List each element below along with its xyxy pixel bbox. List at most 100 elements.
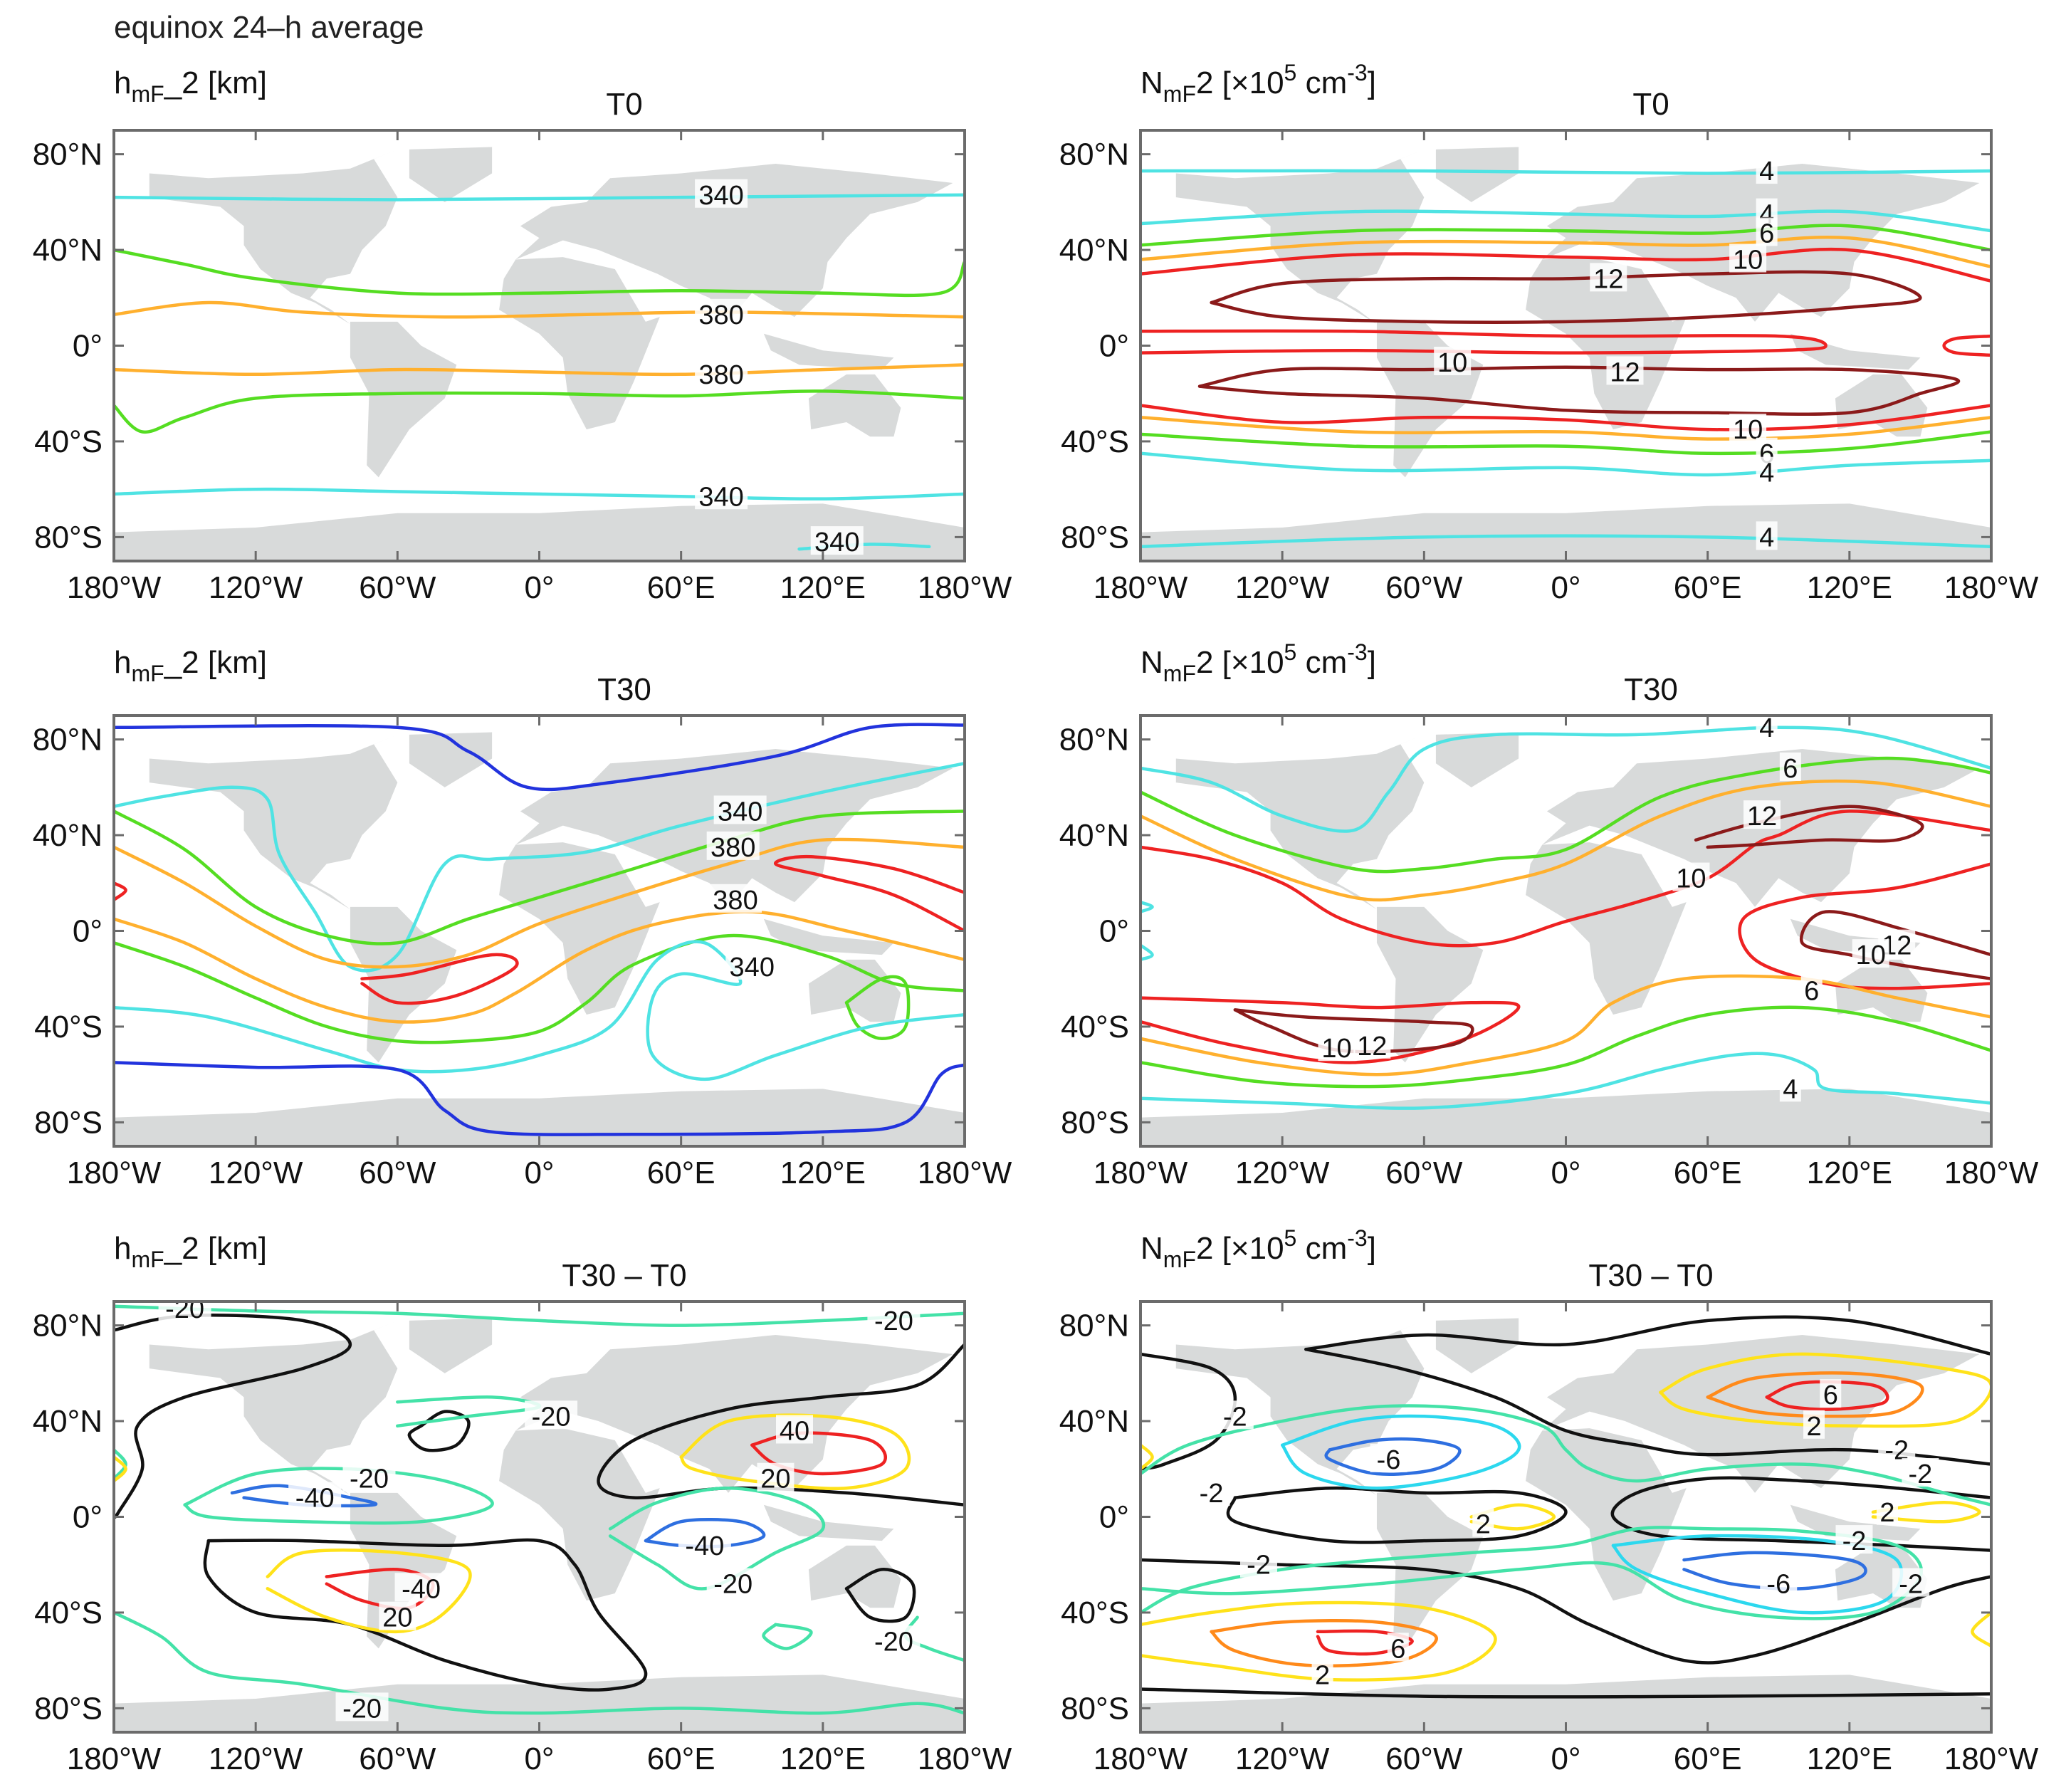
variable-label-1: NmF2 [×105 cm-3] <box>1141 60 1376 107</box>
contour-line-2 <box>597 1343 965 1507</box>
y-tick-label-0: 80°N <box>1059 1309 1129 1343</box>
contour-label-bg-0 <box>1756 716 1778 740</box>
contour-line-4 <box>1141 247 1991 283</box>
contour-line-6 <box>1141 329 1828 355</box>
y-tick-label-0: 80°N <box>1059 137 1129 172</box>
contour-label-3: -6 <box>1377 1445 1401 1475</box>
contour-label-bg-0 <box>695 179 748 208</box>
contour-label-1: 380 <box>710 833 755 863</box>
x-tick-label-6: 180°W <box>918 1156 1012 1190</box>
contour-line-8 <box>114 933 965 1044</box>
plot-content: 62-2-6-2-2-22 2-2-2-6 -262 <box>1141 1315 1991 1732</box>
contour-label-bg-4 <box>288 1482 342 1511</box>
contour-label-0: 6 <box>1823 1380 1838 1410</box>
x-tick-label-4: 60°E <box>1674 1741 1742 1776</box>
contour-line-9 <box>1141 404 1991 431</box>
panel-title: T30 – T0 <box>562 1258 686 1293</box>
y-tick-label-3: 40°S <box>1061 1010 1129 1044</box>
x-tick-label-4: 60°E <box>1674 1156 1742 1190</box>
contour-line-14 <box>1659 1352 1991 1428</box>
contour-label-bg-11 <box>867 1625 921 1655</box>
contour-label-4: 340 <box>814 528 859 557</box>
x-tick-label-6: 180°W <box>918 1741 1012 1776</box>
contour-label-bg-10 <box>379 1601 416 1630</box>
x-tick-label-2: 60°W <box>359 1741 436 1776</box>
y-tick-label-2: 0° <box>73 1500 103 1535</box>
contour-label-bg-8 <box>1876 1496 1898 1525</box>
contour-line-13 <box>679 1413 911 1490</box>
x-tick-label-4: 60°E <box>647 1156 715 1190</box>
contour-label-9: 4 <box>1759 459 1774 488</box>
contour-label-3: 340 <box>730 953 775 983</box>
contour-line-1 <box>1141 209 1991 233</box>
x-tick-label-3: 0° <box>1551 1156 1580 1190</box>
contour-line-2 <box>1141 779 1991 902</box>
contour-line-1 <box>1304 1315 1991 1356</box>
plot-content: 340 380 380 340 <box>114 723 965 1146</box>
figure-header: equinox 24–h average <box>114 10 424 45</box>
contour-line-2 <box>114 809 965 945</box>
contour-label-bg-10 <box>1835 1525 1873 1554</box>
x-tick-label-3: 0° <box>524 570 554 605</box>
contour-label-bg-2 <box>1756 217 1778 246</box>
x-tick-label-1: 120°W <box>1235 1156 1330 1190</box>
contour-line-9 <box>844 975 911 1041</box>
contour-label-2: -20 <box>532 1402 571 1432</box>
contour-label-9: -2 <box>1247 1551 1271 1581</box>
contour-line-15 <box>1706 1371 1924 1418</box>
x-tick-label-6: 180°W <box>1944 1741 2039 1776</box>
contour-label-bg-9 <box>394 1573 448 1602</box>
contour-line-5 <box>1210 270 1922 324</box>
contour-line-10 <box>608 1486 826 1591</box>
contour-label-3: 10 <box>1733 246 1763 276</box>
y-tick-label-3: 40°S <box>34 1595 103 1630</box>
contour-label-1: -20 <box>874 1306 913 1336</box>
contour-label-bg-3 <box>725 950 779 980</box>
contour-line-1 <box>1141 756 1991 874</box>
contour-label-5: 10 <box>1856 940 1886 970</box>
contour-label-bg-4 <box>1192 1477 1230 1506</box>
panel-top-left: 340 380 380 340 340 180°W 120°W 60°W 0° 60°E 120°E… <box>33 66 1012 605</box>
contour-label-0: 340 <box>718 797 762 827</box>
contour-line-3 <box>1141 809 1991 948</box>
contour-label-bg-5 <box>1852 939 1889 968</box>
contour-label-bg-0 <box>1756 155 1778 184</box>
x-tick-label-0: 180°W <box>67 1156 162 1190</box>
contour-line-13 <box>1141 1443 1154 1471</box>
y-tick-label-1: 40°N <box>33 818 103 853</box>
contour-label-bg-8 <box>706 1568 760 1597</box>
variable-label-2: hmF_2 [km] <box>114 645 267 686</box>
x-tick-label-1: 120°W <box>1235 570 1330 605</box>
contour-line-12 <box>1141 943 1154 962</box>
x-tick-label-1: 120°W <box>209 1156 303 1190</box>
contour-line-9 <box>1141 974 1991 1076</box>
contour-label-5: 40 <box>780 1417 809 1447</box>
contour-label-10: -2 <box>1842 1526 1867 1556</box>
contour-label-2: 380 <box>713 886 757 916</box>
contour-line-4 <box>844 1568 916 1623</box>
contour-label-4: -2 <box>1200 1479 1224 1509</box>
contour-line-8 <box>1141 1526 1923 1620</box>
contour-label-8: -20 <box>713 1570 753 1600</box>
x-tick-label-4: 60°E <box>1674 570 1742 605</box>
x-tick-label-0: 180°W <box>1094 1741 1188 1776</box>
contour-label-6: -2 <box>1909 1460 1933 1489</box>
contour-label-2: -2 <box>1223 1402 1247 1432</box>
y-tick-label-2: 0° <box>1099 329 1129 364</box>
contour-label-bg-1 <box>867 1304 921 1333</box>
contour-line-8 <box>1233 1008 1474 1054</box>
y-tick-label-4: 80°S <box>34 520 103 555</box>
y-tick-label-0: 80°N <box>33 137 103 172</box>
contour-line-18 <box>762 1623 813 1650</box>
y-tick-label-4: 80°S <box>1061 1105 1129 1140</box>
x-tick-label-2: 60°W <box>1385 1156 1463 1190</box>
y-tick-label-3: 40°S <box>34 424 103 459</box>
y-tick-label-3: 40°S <box>1061 1595 1129 1630</box>
panel-title: T30 – T0 <box>1588 1258 1713 1293</box>
contour-line-1 <box>114 248 965 298</box>
contour-line-0 <box>114 1314 352 1519</box>
panel-title: T0 <box>606 87 642 122</box>
contour-label-8: 12 <box>1357 1032 1387 1062</box>
